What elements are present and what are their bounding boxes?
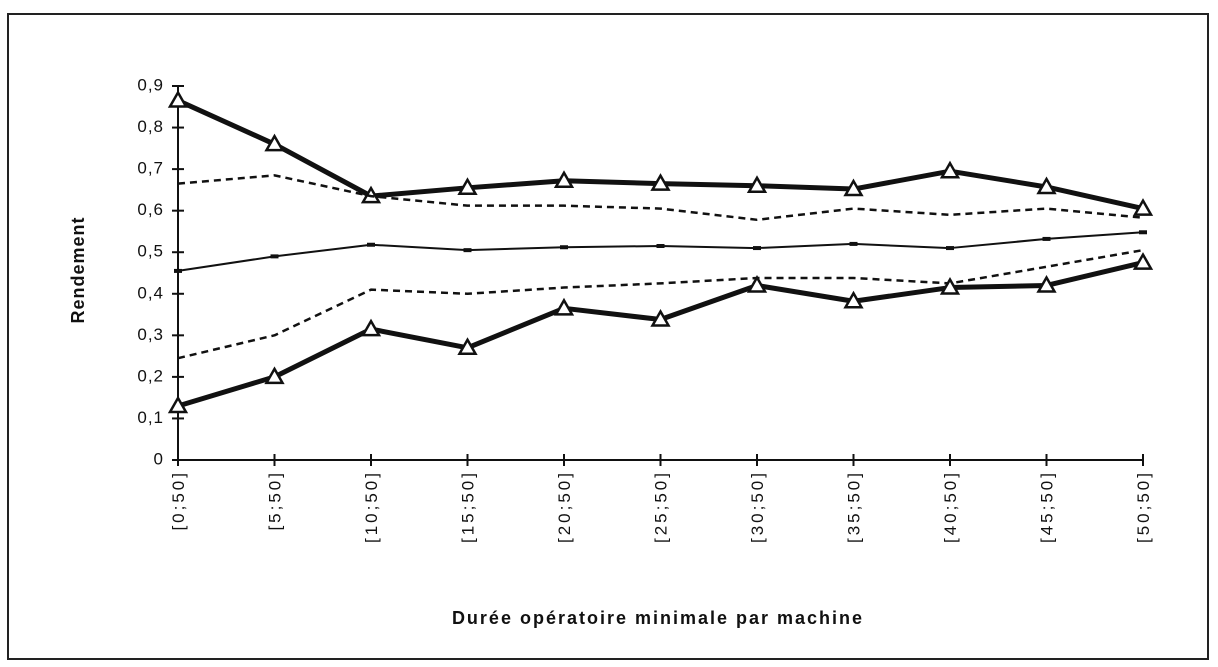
- triangle-marker: [939, 277, 961, 295]
- triangle-marker: [1132, 198, 1154, 216]
- triangle-marker: [746, 175, 768, 193]
- x-tick-label: [10;50]: [362, 470, 381, 543]
- x-tick-label: [15;50]: [459, 470, 478, 543]
- triangle-marker: [360, 318, 382, 337]
- x-tick-label: [25;50]: [652, 470, 671, 543]
- triangle-marker: [1036, 274, 1057, 293]
- y-tick-label: 0,2: [137, 366, 164, 385]
- series-line: [176, 98, 1144, 212]
- triangle-marker: [939, 160, 961, 179]
- y-tick-label: 0: [154, 449, 164, 468]
- chart-frame: [7, 13, 1209, 660]
- triangle-marker: [746, 274, 768, 293]
- y-axis-label: Rendement: [68, 216, 88, 323]
- triangle-marker: [843, 290, 864, 309]
- y-tick-label: 0,1: [137, 408, 164, 427]
- triangle-marker: [553, 297, 575, 316]
- x-tick-label: [35;50]: [845, 470, 864, 543]
- x-tick-label: [5;50]: [266, 470, 285, 531]
- x-tick-label: [30;50]: [748, 470, 767, 543]
- triangle-marker: [650, 309, 671, 327]
- y-tick-label: 0,6: [137, 200, 164, 219]
- triangle-marker: [553, 170, 575, 188]
- y-tick-label: 0,5: [137, 242, 164, 261]
- triangle-marker: [843, 178, 864, 197]
- triangle-marker: [650, 173, 671, 191]
- triangle-marker: [457, 177, 478, 196]
- triangle-marker: [167, 395, 189, 414]
- x-tick-label: [0;50]: [169, 470, 188, 531]
- y-tick-label: 0,4: [137, 283, 164, 302]
- y-tick-label: 0,7: [137, 159, 164, 178]
- triangle-marker: [264, 133, 285, 152]
- x-tick-label: [20;50]: [555, 470, 574, 543]
- y-tick-label: 0,3: [137, 325, 164, 344]
- x-tick-label: [40;50]: [941, 470, 960, 543]
- x-axis-label: Durée opératoire minimale par machine: [452, 608, 864, 628]
- triangle-marker: [1132, 252, 1154, 270]
- series-line: [177, 248, 1144, 360]
- triangle-marker: [264, 366, 285, 385]
- y-tick-label: 0,8: [137, 117, 164, 136]
- y-tick-label: 0,9: [137, 75, 164, 94]
- triangle-marker: [1036, 176, 1057, 195]
- triangle-marker: [167, 90, 189, 108]
- x-tick-label: [50;50]: [1134, 470, 1153, 543]
- series-line: [177, 231, 1144, 272]
- x-tick-label: [45;50]: [1038, 470, 1057, 543]
- triangle-marker: [457, 337, 478, 356]
- series-line: [177, 174, 1144, 222]
